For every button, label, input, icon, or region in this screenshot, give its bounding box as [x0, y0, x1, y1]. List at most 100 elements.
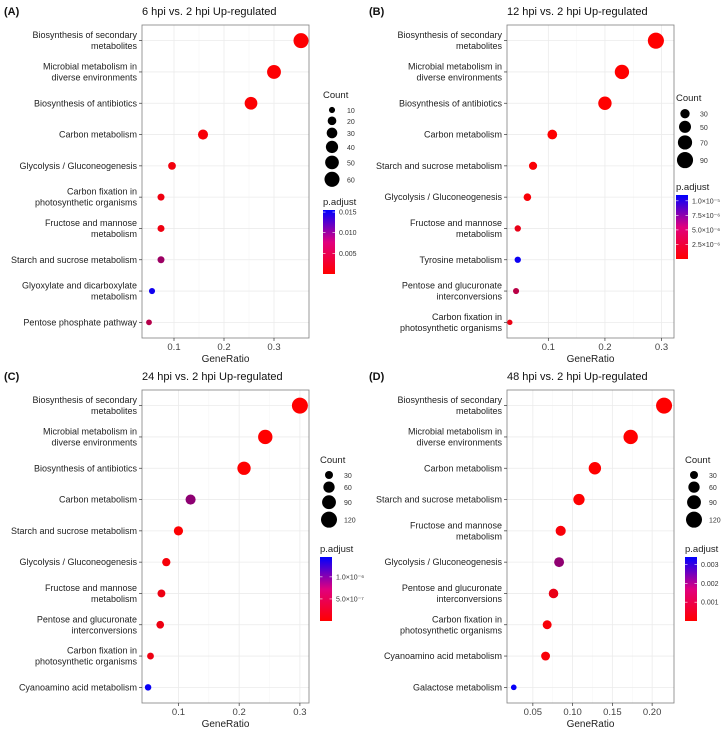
- y-tick-label: Carbon metabolism: [59, 130, 137, 140]
- y-tick-label-line: Glycolysis / Gluconeogenesis: [19, 557, 137, 567]
- y-tick-label-line: Starch and sucrose metabolism: [376, 495, 502, 505]
- y-tick-label-line: diverse environments: [51, 437, 137, 447]
- panel-title: 12 hpi vs. 2 hpi Up-regulated: [507, 6, 648, 18]
- y-tick-label: Carbon fixation in photosynthetic organis…: [35, 187, 138, 208]
- x-axis-label: GeneRatio: [202, 354, 250, 365]
- y-tick-label: Cyanoamino acid metabolism: [19, 682, 137, 692]
- y-tick-label: Glycolysis / Gluconeogenesis: [19, 557, 137, 567]
- y-tick-label-line: Carbon fixation in: [432, 614, 502, 624]
- y-tick-label-line: metabolism: [456, 229, 502, 239]
- y-tick-label-line: metabolism: [91, 229, 137, 239]
- data-point: [157, 589, 166, 598]
- data-point: [548, 588, 559, 599]
- y-tick-label-line: metabolites: [91, 41, 138, 51]
- panel-title: 24 hpi vs. 2 hpi Up-regulated: [142, 371, 283, 383]
- color-legend-label: 5.0×10⁻⁷: [336, 596, 364, 603]
- y-tick-label: Starch and sucrose metabolism: [11, 526, 137, 536]
- y-tick-label-line: interconversions: [436, 594, 502, 604]
- color-legend-title: p.adjust: [685, 544, 719, 555]
- y-tick-label: Microbial metabolism in diverse environme…: [43, 61, 138, 82]
- data-point: [237, 461, 251, 475]
- y-tick-label-line: Biosynthesis of antibiotics: [34, 98, 138, 108]
- y-tick-label-line: Glycolysis / Gluconeogenesis: [384, 192, 502, 202]
- panel-tag: (C): [4, 371, 20, 383]
- x-tick-label: 0.3: [655, 342, 668, 353]
- y-tick-label-line: Fructose and mannose: [410, 520, 502, 530]
- y-tick-label-line: Tyrosine metabolism: [419, 255, 502, 265]
- y-tick-label: Pentose phosphate pathway: [23, 317, 137, 327]
- size-legend-key: [325, 471, 333, 479]
- y-tick-label-line: diverse environments: [51, 72, 137, 82]
- y-tick-label-line: Starch and sucrose metabolism: [11, 526, 137, 536]
- y-tick-label-line: Carbon fixation in: [67, 646, 137, 656]
- color-legend-label: 0.002: [701, 581, 719, 588]
- y-tick-label-line: Pentose and glucuronate: [37, 614, 137, 624]
- y-tick-label: Microbial metabolism in diverse environme…: [408, 426, 503, 447]
- size-legend-label: 30: [709, 473, 717, 480]
- x-tick-label: 0.2: [233, 707, 246, 718]
- size-legend-key: [326, 127, 338, 139]
- size-legend-label: 30: [347, 131, 355, 138]
- x-tick-label: 0.1: [172, 707, 185, 718]
- color-legend-title: p.adjust: [676, 182, 710, 193]
- color-legend-label: 1.0×10⁻⁶: [336, 574, 364, 581]
- y-tick-label-line: Cyanoamino acid metabolism: [384, 651, 502, 661]
- size-legend-key: [686, 511, 702, 528]
- data-point: [162, 558, 171, 567]
- y-tick-label-line: metabolism: [91, 594, 137, 604]
- data-point: [267, 65, 281, 79]
- data-point: [244, 96, 258, 110]
- color-legend-label: 0.010: [339, 230, 357, 237]
- data-point: [185, 494, 196, 505]
- x-axis-label: GeneRatio: [567, 354, 615, 365]
- size-legend-label: 90: [700, 158, 708, 165]
- data-point: [598, 96, 612, 110]
- y-tick-label-line: Carbon metabolism: [59, 495, 137, 505]
- size-legend-key: [676, 152, 694, 169]
- y-tick-label-line: Glyoxylate and dicarboxylate: [22, 281, 137, 291]
- data-point: [656, 397, 673, 414]
- y-tick-label: Fructose and mannose metabolism: [410, 218, 502, 239]
- y-tick-label: Tyrosine metabolism: [419, 255, 502, 265]
- data-point: [148, 287, 156, 295]
- y-tick-label-line: Pentose and glucuronate: [402, 281, 502, 291]
- y-tick-label: Fructose and mannose metabolism: [45, 583, 137, 604]
- y-tick-label-line: Starch and sucrose metabolism: [376, 161, 502, 171]
- y-tick-label: Biosynthesis of secondary metabolites: [397, 395, 502, 416]
- y-tick-label-line: Biosynthesis of secondary: [397, 395, 502, 405]
- size-legend-title: Count: [323, 90, 349, 101]
- data-point: [542, 620, 552, 630]
- data-point: [510, 684, 517, 691]
- data-point: [197, 129, 209, 140]
- y-tick-label-line: Biosynthesis of secondary: [32, 30, 137, 40]
- data-point: [147, 652, 154, 660]
- y-tick-label-line: Pentose and glucuronate: [402, 583, 502, 593]
- y-tick-label: Fructose and mannose metabolism: [410, 520, 502, 541]
- panel-title: 48 hpi vs. 2 hpi Up-regulated: [507, 371, 648, 383]
- y-tick-label-line: Carbon fixation in: [67, 187, 137, 197]
- y-tick-label-line: Microbial metabolism in: [408, 61, 502, 71]
- data-point: [157, 224, 165, 232]
- y-tick-label: Carbon metabolism: [424, 463, 502, 473]
- y-tick-label-line: Pentose phosphate pathway: [23, 317, 137, 327]
- x-tick-label: 0.3: [267, 342, 280, 353]
- y-tick-label: Carbon metabolism: [59, 495, 137, 505]
- size-legend-label: 10: [347, 108, 355, 115]
- data-point: [588, 462, 602, 475]
- y-tick-label: Carbon metabolism: [424, 130, 502, 140]
- size-legend-label: 30: [344, 473, 352, 480]
- y-tick-label: Biosynthesis of antibiotics: [34, 98, 138, 108]
- panel-d: (D) 48 hpi vs. 2 hpi Up-regulated 0.05 0.10…: [369, 371, 721, 730]
- y-tick-label: Carbon fixation in photosynthetic organis…: [35, 646, 138, 667]
- y-tick-label: Starch and sucrose metabolism: [11, 255, 137, 265]
- y-tick-label-line: diverse environments: [416, 437, 502, 447]
- x-tick-label: 0.20: [643, 707, 662, 718]
- y-tick-label-line: metabolism: [91, 292, 137, 302]
- size-legend-label: 60: [709, 485, 717, 492]
- panel-a: (A) 6 hpi vs. 2 hpi Up-regulated 0.1 0.2 0.3…: [4, 6, 357, 365]
- plot-background: [142, 25, 309, 338]
- y-tick-label-line: metabolites: [456, 41, 503, 51]
- size-legend-title: Count: [320, 455, 346, 466]
- y-tick-label-line: Microbial metabolism in: [43, 426, 137, 436]
- y-tick-label: Fructose and mannose metabolism: [45, 218, 137, 239]
